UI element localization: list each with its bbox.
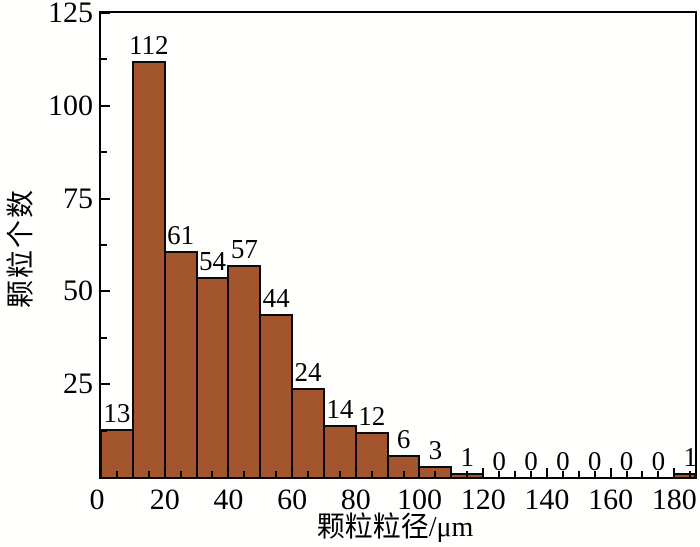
histogram-bar: [291, 387, 325, 479]
x-tick-label: 140: [524, 483, 570, 516]
x-minor-tick: [514, 471, 517, 477]
x-tick-label: 160: [588, 483, 634, 516]
y-tick-label: 125: [48, 0, 93, 29]
x-minor-tick: [577, 471, 580, 477]
x-minor-tick: [179, 471, 182, 477]
x-minor-tick: [131, 471, 134, 477]
x-minor-tick: [147, 471, 150, 477]
x-minor-tick: [259, 471, 262, 477]
x-minor-tick: [211, 471, 214, 477]
bar-value-label: 13: [103, 397, 131, 428]
x-minor-tick: [657, 471, 660, 477]
bar-value-label: 0: [556, 446, 570, 476]
y-minor-tick: [101, 244, 107, 246]
x-tick-label: 180: [651, 483, 697, 516]
bar-value-label: 44: [262, 282, 290, 313]
x-major-tick: [609, 468, 612, 477]
x-minor-tick: [593, 471, 596, 477]
x-minor-tick: [498, 471, 501, 477]
bar-value-label: 12: [358, 401, 386, 432]
bar-value-label: 54: [198, 245, 226, 276]
histogram-bar: [100, 428, 134, 479]
histogram-bar: [195, 276, 230, 479]
y-minor-tick: [101, 151, 107, 154]
x-major-tick: [163, 468, 166, 477]
x-tick-label: 100: [396, 483, 442, 516]
x-tick-label: 80: [340, 483, 371, 516]
x-minor-tick: [689, 471, 692, 477]
x-tick-label: 20: [149, 483, 180, 516]
y-tick-label: 25: [63, 367, 93, 401]
x-minor-tick: [275, 471, 278, 477]
bar-value-label: 0: [587, 446, 602, 476]
x-major-tick: [673, 468, 676, 477]
x-major-tick: [354, 468, 357, 477]
bar-value-label: 14: [326, 394, 354, 425]
y-axis-title: 颗粒个数: [6, 187, 37, 309]
bar-value-label: 6: [396, 423, 411, 454]
y-tick-label: 100: [48, 88, 93, 122]
bar-value-label: 0: [619, 446, 634, 476]
x-minor-tick: [402, 471, 405, 477]
bar-value-label: 112: [129, 30, 169, 61]
x-tick-label: 120: [460, 483, 506, 516]
bar-value-label: 1: [683, 442, 697, 473]
y-major-tick: [101, 290, 110, 293]
x-minor-tick: [386, 471, 389, 477]
x-major-tick: [418, 468, 421, 477]
x-minor-tick: [641, 471, 644, 477]
y-major-tick: [101, 12, 110, 14]
bar-value-label: 57: [230, 234, 258, 265]
y-tick-label: 75: [63, 181, 93, 215]
x-minor-tick: [338, 471, 341, 477]
x-minor-tick: [370, 471, 373, 477]
bar-value-label: 61: [167, 219, 195, 250]
x-tick-label: 0: [89, 483, 105, 516]
x-minor-tick: [529, 471, 532, 477]
y-minor-tick: [101, 429, 107, 432]
x-minor-tick: [307, 471, 310, 477]
histogram-bar: [227, 265, 262, 479]
x-major-tick: [545, 468, 548, 477]
x-minor-tick: [243, 471, 246, 477]
bar-value-label: 3: [428, 434, 443, 465]
x-minor-tick: [434, 471, 437, 477]
bar-value-label: 24: [294, 356, 322, 387]
x-minor-tick: [115, 471, 118, 477]
x-major-tick: [291, 468, 294, 477]
bar-value-label: 0: [492, 446, 506, 476]
x-minor-tick: [561, 471, 564, 477]
x-tick-label: 60: [277, 483, 308, 516]
x-minor-tick: [466, 471, 469, 477]
histogram-bar: [673, 473, 696, 479]
y-tick-label: 50: [63, 274, 93, 308]
x-minor-tick: [322, 471, 325, 477]
y-minor-tick: [101, 58, 107, 61]
y-major-tick: [101, 197, 110, 200]
bar-value-label: 0: [651, 446, 666, 476]
histogram-bar: [259, 313, 294, 479]
y-minor-tick: [101, 336, 107, 339]
bar-value-label: 0: [524, 446, 538, 476]
x-minor-tick: [625, 471, 628, 477]
y-major-tick: [101, 104, 110, 107]
bar-value-label: 1: [460, 442, 475, 473]
x-major-tick: [482, 468, 485, 477]
x-minor-tick: [195, 471, 198, 477]
y-major-tick: [101, 383, 110, 386]
x-minor-tick: [450, 471, 453, 477]
histogram-bar: [131, 61, 166, 479]
x-tick-label: 40: [213, 483, 244, 516]
x-major-tick: [227, 468, 230, 477]
histogram-bar: [163, 250, 198, 479]
x-axis-title: 颗粒粒径/μm: [316, 512, 474, 543]
